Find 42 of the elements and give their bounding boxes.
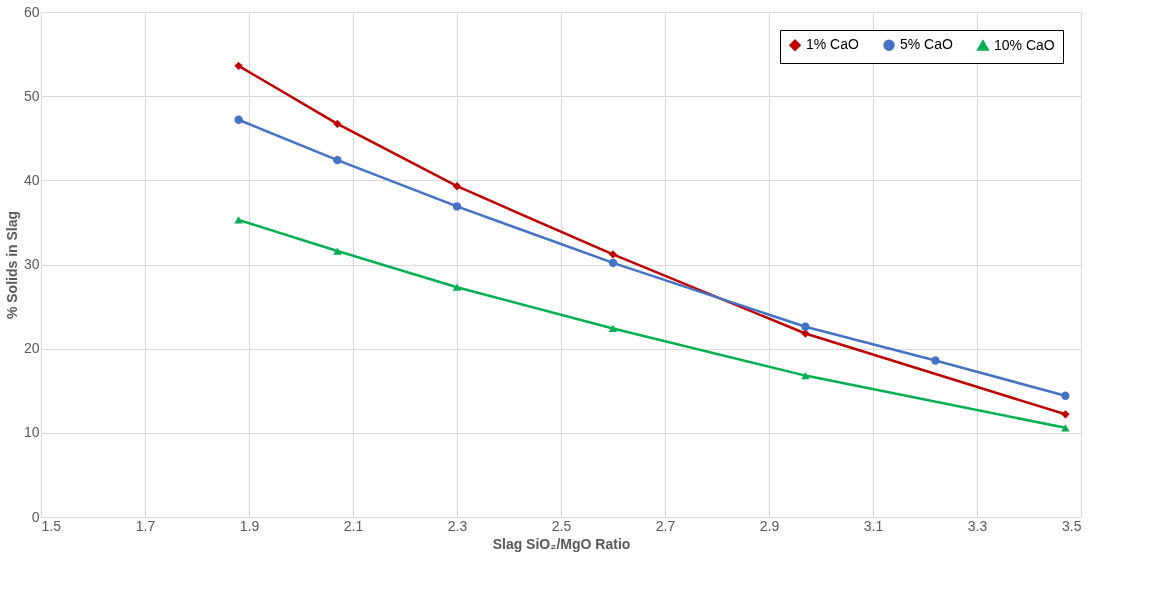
y-tick-label: 40 xyxy=(23,171,40,188)
point xyxy=(801,371,810,380)
point xyxy=(452,283,462,291)
point xyxy=(1061,424,1070,432)
x-tick-label: 2.3 xyxy=(447,517,468,534)
y-tick-label: 60 xyxy=(23,3,40,20)
legend-label: 10% CaO xyxy=(994,36,1055,53)
point xyxy=(931,356,940,365)
x-axis-title: Slag SiO₂/MgO Ratio xyxy=(492,535,631,552)
legend-label: 1% CaO xyxy=(806,36,860,53)
x-tick-label: 3.3 xyxy=(967,517,988,534)
point xyxy=(234,61,243,71)
x-tick-label: 3.1 xyxy=(863,517,884,534)
point xyxy=(801,329,810,338)
x-tick-label: 2.5 xyxy=(551,517,572,534)
point xyxy=(333,119,342,129)
x-tick-label: 2.1 xyxy=(343,517,364,534)
x-tick-label: 2.7 xyxy=(655,517,676,534)
legend-label: 5% CaO xyxy=(900,36,954,53)
y-axis-title: % Solids in Slag xyxy=(3,210,20,320)
point xyxy=(1061,410,1070,419)
point xyxy=(608,258,618,267)
x-tick-label: 1.7 xyxy=(135,517,156,534)
x-tick-label: 1.9 xyxy=(239,517,260,534)
point xyxy=(333,155,342,165)
point xyxy=(452,182,462,191)
point xyxy=(608,324,618,333)
y-tick-label: 10 xyxy=(23,424,40,441)
y-tick-label: 50 xyxy=(23,87,40,104)
point xyxy=(234,115,243,124)
point xyxy=(333,247,342,255)
point xyxy=(234,216,243,224)
point xyxy=(608,250,618,259)
x-tick-label: 2.9 xyxy=(759,517,780,534)
x-tick-label: 3.5 xyxy=(1062,517,1082,534)
point xyxy=(1061,391,1070,400)
point xyxy=(452,202,462,211)
y-tick-label: 30 xyxy=(23,256,40,272)
y-tick-label: 20 xyxy=(23,340,40,357)
x-tick-label: 1.5 xyxy=(41,517,62,534)
y-tick-label: 0 xyxy=(31,508,40,525)
point xyxy=(801,322,810,331)
